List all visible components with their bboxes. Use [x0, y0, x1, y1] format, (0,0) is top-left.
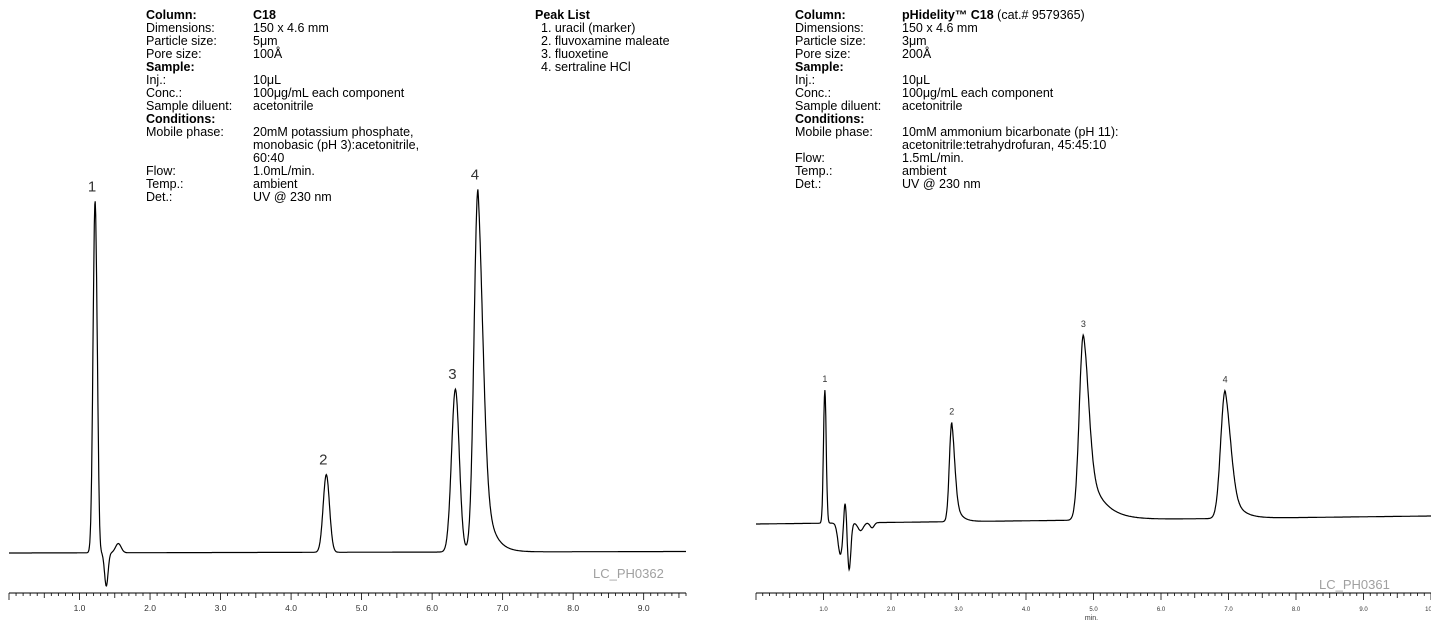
- chromatogram-trace: [9, 189, 686, 586]
- column-catalog-number: (cat.# 9579365): [994, 8, 1085, 22]
- peak-label: 1: [822, 374, 827, 384]
- x-tick-label: 8.0: [567, 603, 579, 613]
- x-tick-label: 2.0: [887, 607, 896, 613]
- pore-value: 200Å: [902, 48, 931, 61]
- x-tick-label: 5.0: [356, 603, 368, 613]
- x-tick-label: 4.0: [285, 603, 297, 613]
- det-key: Det.:: [795, 178, 821, 191]
- mobile-key: Mobile phase:: [146, 126, 224, 139]
- diluent-value: acetonitrile: [253, 100, 313, 113]
- chromatogram-id-code: LC_PH0362: [593, 566, 664, 581]
- x-tick-label: 5.0: [1089, 607, 1098, 613]
- chromatogram-right-plot: 1 2 3 4 1.0 2.0 3.0 4.0 5.0 6.0 7.0 8.0 9.0 10.0 min.: [740, 0, 1431, 626]
- x-tick-label: 7.0: [497, 603, 509, 613]
- chromatogram-trace: [756, 335, 1431, 569]
- chromatogram-left-panel: 1 2 3 4 1.0 2.0 3.0 4.0 5.0 6.0 7.0 8.0 9.0 Column: C…: [0, 0, 700, 626]
- x-tick-label: 3.0: [954, 607, 963, 613]
- x-tick-label: 9.0: [638, 603, 650, 613]
- peak-label: 1: [88, 178, 96, 195]
- det-value: UV @ 230 nm: [902, 178, 981, 191]
- x-tick-label: 2.0: [144, 603, 156, 613]
- x-tick-label: 4.0: [1022, 607, 1031, 613]
- diluent-value: acetonitrile: [902, 100, 962, 113]
- x-tick-label: 9.0: [1359, 607, 1368, 613]
- x-tick-label: 8.0: [1292, 607, 1301, 613]
- chromatogram-right-panel: 12341.02.03.04.05.06.07.08.09.010.0min. …: [740, 0, 1431, 626]
- x-tick-label: 6.0: [1157, 607, 1166, 613]
- det-value: UV @ 230 nm: [253, 191, 332, 204]
- x-tick-label: 1.0: [74, 603, 86, 613]
- peak-label: 2: [319, 452, 327, 469]
- x-tick-label: 3.0: [215, 603, 227, 613]
- peak-label: 4: [1223, 375, 1228, 385]
- x-tick-label: 10.0: [1425, 607, 1431, 613]
- det-key: Det.:: [146, 191, 172, 204]
- x-axis-label: min.: [1085, 615, 1098, 622]
- chromatogram-id-code: LC_PH0361: [1319, 577, 1390, 592]
- column-value: pHidelity™ C18: [902, 8, 994, 22]
- mobile-key: Mobile phase:: [795, 126, 873, 139]
- peak-label: 4: [471, 166, 479, 183]
- peak-list: Peak List 1. uracil (marker) 2. fluvoxam…: [535, 9, 670, 74]
- peak-label: 3: [1081, 319, 1086, 329]
- peak-label: 3: [448, 366, 456, 383]
- peak-label: 2: [949, 407, 954, 417]
- peak-list-item: 4. sertraline HCl: [535, 61, 670, 74]
- x-tick-label: 7.0: [1224, 607, 1233, 613]
- x-tick-label: 6.0: [426, 603, 438, 613]
- pore-value: 100Å: [253, 48, 282, 61]
- x-tick-label: 1.0: [819, 607, 828, 613]
